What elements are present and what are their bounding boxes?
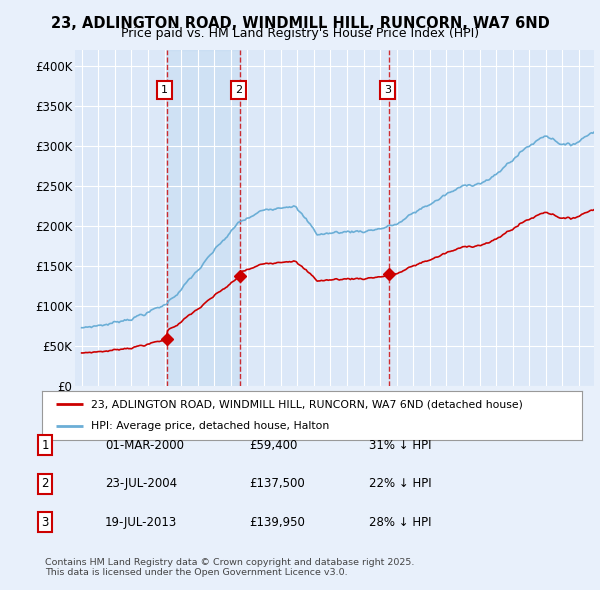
Text: 3: 3 — [384, 85, 391, 95]
Text: £59,400: £59,400 — [249, 439, 298, 452]
Text: 1: 1 — [41, 439, 49, 452]
Text: 31% ↓ HPI: 31% ↓ HPI — [369, 439, 431, 452]
Text: Price paid vs. HM Land Registry's House Price Index (HPI): Price paid vs. HM Land Registry's House … — [121, 27, 479, 40]
Text: 23, ADLINGTON ROAD, WINDMILL HILL, RUNCORN, WA7 6ND: 23, ADLINGTON ROAD, WINDMILL HILL, RUNCO… — [50, 16, 550, 31]
Text: £139,950: £139,950 — [249, 516, 305, 529]
Text: 19-JUL-2013: 19-JUL-2013 — [105, 516, 177, 529]
Text: £137,500: £137,500 — [249, 477, 305, 490]
Text: 3: 3 — [41, 516, 49, 529]
Text: 01-MAR-2000: 01-MAR-2000 — [105, 439, 184, 452]
Text: 28% ↓ HPI: 28% ↓ HPI — [369, 516, 431, 529]
Text: Contains HM Land Registry data © Crown copyright and database right 2025.
This d: Contains HM Land Registry data © Crown c… — [45, 558, 415, 577]
Text: 22% ↓ HPI: 22% ↓ HPI — [369, 477, 431, 490]
Bar — [167, 50, 240, 386]
Text: 23, ADLINGTON ROAD, WINDMILL HILL, RUNCORN, WA7 6ND (detached house): 23, ADLINGTON ROAD, WINDMILL HILL, RUNCO… — [91, 399, 523, 409]
Text: 1: 1 — [161, 85, 168, 95]
Text: HPI: Average price, detached house, Halton: HPI: Average price, detached house, Halt… — [91, 421, 329, 431]
Text: 23-JUL-2004: 23-JUL-2004 — [105, 477, 177, 490]
Text: 2: 2 — [235, 85, 242, 95]
Text: 2: 2 — [41, 477, 49, 490]
